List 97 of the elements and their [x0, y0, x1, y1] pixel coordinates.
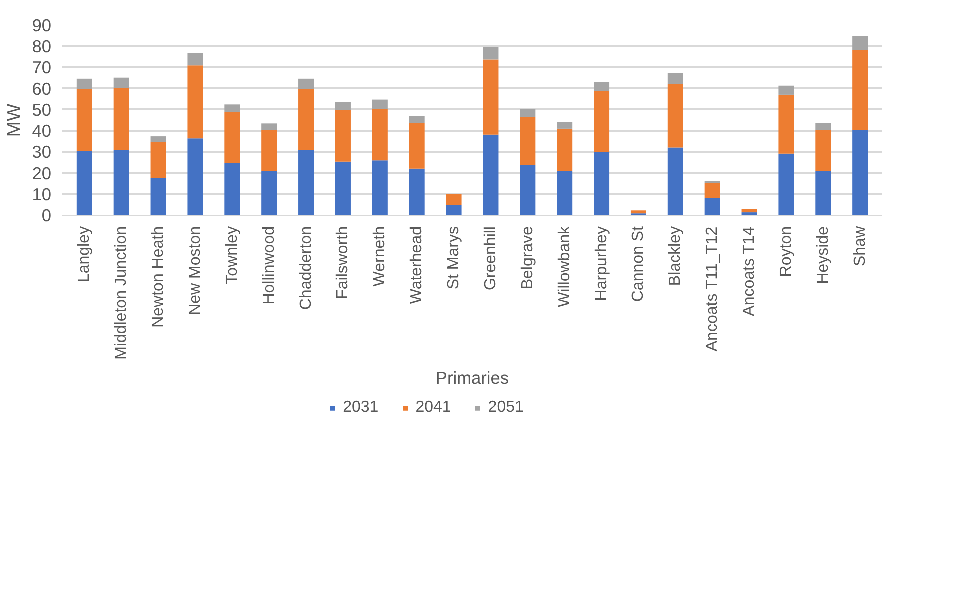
y-axis-title: MW	[3, 104, 24, 138]
bar	[76, 152, 92, 216]
bar	[668, 84, 684, 148]
x-tick-label: Newton Heath	[150, 226, 168, 328]
bar	[76, 89, 92, 152]
x-tick-label: Waterhead	[408, 226, 426, 304]
bar	[372, 100, 388, 110]
x-tick-label: Townley	[224, 226, 241, 284]
legend-label: 2041	[416, 399, 452, 417]
x-tick-label: Ancoats T14	[741, 226, 758, 316]
bar	[446, 205, 462, 216]
x-tick-label: New Moston	[186, 226, 204, 316]
bar	[298, 89, 314, 150]
bar	[372, 109, 388, 161]
x-axis-title: Primaries	[436, 368, 510, 388]
bar	[446, 194, 462, 206]
bar	[409, 168, 425, 216]
bar	[483, 60, 499, 135]
bar	[668, 73, 684, 84]
bar	[520, 165, 536, 216]
bar	[150, 142, 166, 178]
x-tick-label: Hollinwood	[260, 226, 278, 305]
bar	[224, 163, 240, 216]
bar	[335, 110, 351, 162]
y-tick-label: 60	[32, 78, 52, 99]
bar	[150, 136, 166, 142]
x-tick-label: Werneth	[372, 226, 389, 287]
bar	[816, 130, 832, 172]
bar	[557, 128, 573, 172]
x-tick-label: Royton	[778, 226, 795, 278]
bar	[557, 171, 573, 216]
x-tick-label: Shaw	[852, 226, 869, 267]
bar	[262, 171, 278, 216]
x-tick-label: Greenhill	[482, 226, 500, 291]
bar	[668, 148, 684, 216]
y-tick-label: 90	[32, 16, 52, 36]
bar	[852, 50, 868, 130]
bar	[114, 150, 130, 216]
bar	[630, 210, 646, 214]
bar	[150, 178, 166, 216]
x-tick-label: Chadderton	[298, 226, 315, 310]
y-tick-label: 0	[42, 206, 52, 226]
bar	[298, 150, 314, 216]
x-tick-label: Belgrave	[519, 226, 536, 290]
x-tick-label: Langley	[76, 226, 94, 283]
bar	[188, 53, 204, 66]
x-tick-label: Ancoats T11_T12	[704, 226, 722, 352]
bar	[114, 78, 130, 88]
x-tick-label: Willowbank	[556, 226, 574, 308]
x-tick-label: Heyside	[814, 226, 832, 284]
bar	[483, 134, 499, 216]
bar	[594, 82, 610, 92]
x-tick-label: Harpurhey	[593, 226, 610, 302]
bar	[852, 36, 868, 50]
legend-label: 2031	[343, 399, 379, 417]
bar	[704, 198, 720, 216]
x-tick-label: Cannon St	[630, 226, 648, 302]
bar	[852, 130, 868, 216]
y-tick-label: 40	[32, 121, 52, 142]
y-tick-label: 30	[32, 142, 52, 162]
x-tick-label: Blackley	[667, 226, 684, 286]
bar	[224, 104, 240, 112]
y-tick-label: 20	[32, 163, 52, 184]
bar	[409, 116, 425, 124]
bar	[816, 171, 832, 216]
x-tick-label: St Marys	[446, 226, 463, 290]
bar	[335, 162, 351, 216]
bar	[816, 123, 832, 130]
bar	[114, 88, 130, 150]
x-tick-label: Failsworth	[334, 226, 352, 300]
bar	[778, 86, 794, 95]
bar	[224, 112, 240, 164]
bar	[594, 152, 610, 216]
y-tick-label: 10	[32, 184, 52, 204]
y-tick-label: 50	[32, 100, 52, 120]
bar	[483, 47, 499, 60]
bar	[372, 160, 388, 216]
bar	[76, 78, 92, 90]
x-tick-label: Middleton Junction	[113, 226, 130, 360]
legend-label: 2051	[488, 399, 524, 417]
y-tick-label: 80	[32, 36, 52, 57]
bar	[188, 66, 204, 139]
bar	[594, 91, 610, 152]
bar	[262, 124, 278, 130]
bar	[520, 117, 536, 166]
bar	[778, 154, 794, 216]
bar	[335, 102, 351, 110]
y-tick-label: 70	[32, 58, 52, 78]
bar	[409, 123, 425, 169]
bar	[298, 78, 314, 90]
bar	[520, 109, 536, 118]
bar	[704, 183, 720, 198]
bar	[262, 130, 278, 172]
bar	[188, 138, 204, 216]
bar	[742, 209, 758, 213]
bar	[778, 94, 794, 154]
bar	[557, 122, 573, 129]
